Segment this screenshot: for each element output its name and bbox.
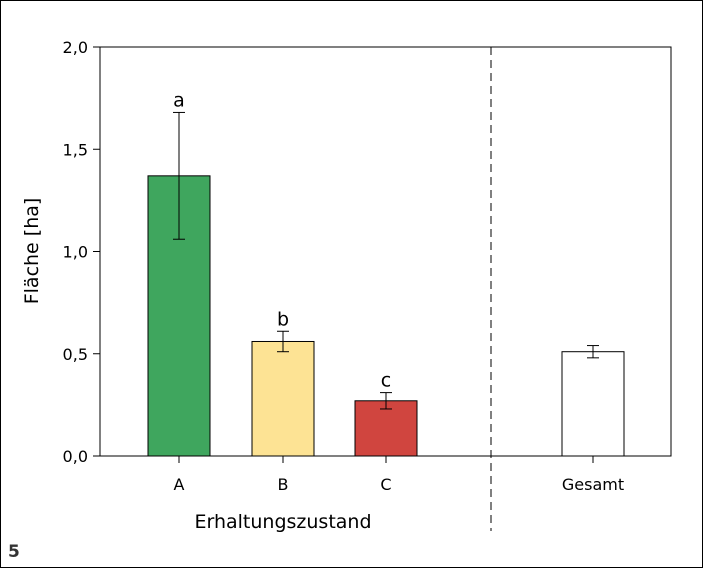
x-axis-title: Erhaltungszustand: [194, 511, 371, 533]
x-tick-label: C: [380, 475, 391, 494]
x-tick-label: A: [174, 475, 185, 494]
y-tick-label: 0,5: [63, 345, 88, 364]
error-bar-a: [173, 111, 185, 240]
bar-b: [251, 340, 315, 457]
y-tick-label: 0,0: [63, 447, 88, 466]
error-bar-c: [380, 392, 392, 410]
bars: [147, 175, 625, 457]
error-bars: [173, 111, 599, 410]
y-tick-label: 1,0: [63, 243, 88, 262]
significance-letter: b: [277, 308, 289, 330]
x-tick-label: B: [278, 475, 289, 494]
y-axis-title: Fläche [ha]: [21, 198, 43, 305]
x-tick-label: Gesamt: [562, 475, 624, 494]
significance-letter: a: [173, 89, 185, 111]
bar-gesamt: [561, 351, 625, 457]
y-tick-label: 2,0: [63, 38, 88, 57]
figure-number: 5: [8, 542, 20, 562]
y-axis: 0,0 0,5 1,0 1,5 2,0: [63, 38, 100, 466]
significance-letter: c: [381, 370, 391, 392]
error-bar-gesamt: [587, 345, 599, 359]
x-axis: A B C Gesamt: [174, 456, 624, 494]
significance-letters: a b c: [173, 89, 391, 391]
error-bar-b: [277, 330, 289, 353]
y-tick-label: 1,5: [63, 140, 88, 159]
